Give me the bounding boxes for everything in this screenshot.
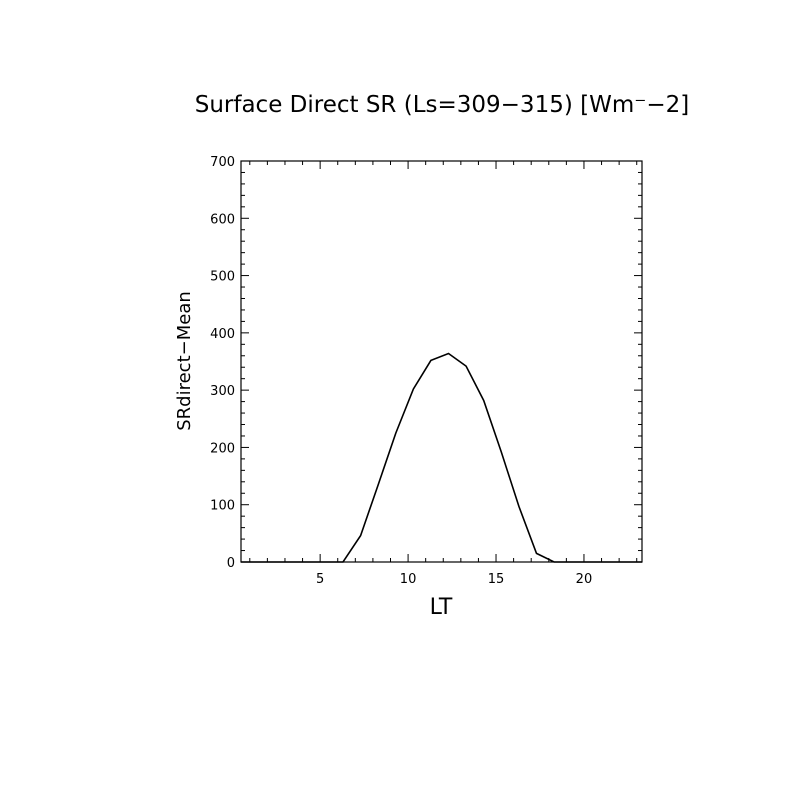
axis-ticks bbox=[241, 161, 642, 562]
y-tick-label: 100 bbox=[210, 499, 235, 514]
x-tick-label: 10 bbox=[400, 572, 417, 587]
tick-labels: 0 100 200 300 400 500 600 700 5 10 15 20 bbox=[210, 155, 592, 587]
x-tick-label: 20 bbox=[576, 572, 593, 587]
x-tick-label: 15 bbox=[488, 572, 505, 587]
y-tick-label: 700 bbox=[210, 155, 235, 170]
plot-area bbox=[241, 161, 642, 562]
series-line bbox=[241, 354, 642, 563]
y-tick-label: 0 bbox=[227, 556, 235, 571]
x-tick-label: 5 bbox=[316, 572, 324, 587]
y-tick-label: 400 bbox=[210, 327, 235, 342]
y-tick-label: 600 bbox=[210, 212, 235, 227]
x-axis-label: LT bbox=[430, 595, 453, 620]
series-layer bbox=[241, 354, 642, 563]
y-tick-label: 300 bbox=[210, 384, 235, 399]
y-axis-label: SRdirect−Mean bbox=[174, 291, 195, 431]
y-tick-label: 200 bbox=[210, 441, 235, 456]
plot-border bbox=[241, 161, 642, 562]
chart-title: Surface Direct SR (Ls=309−315) [Wm⁻−2] bbox=[195, 92, 690, 118]
y-tick-label: 500 bbox=[210, 270, 235, 285]
